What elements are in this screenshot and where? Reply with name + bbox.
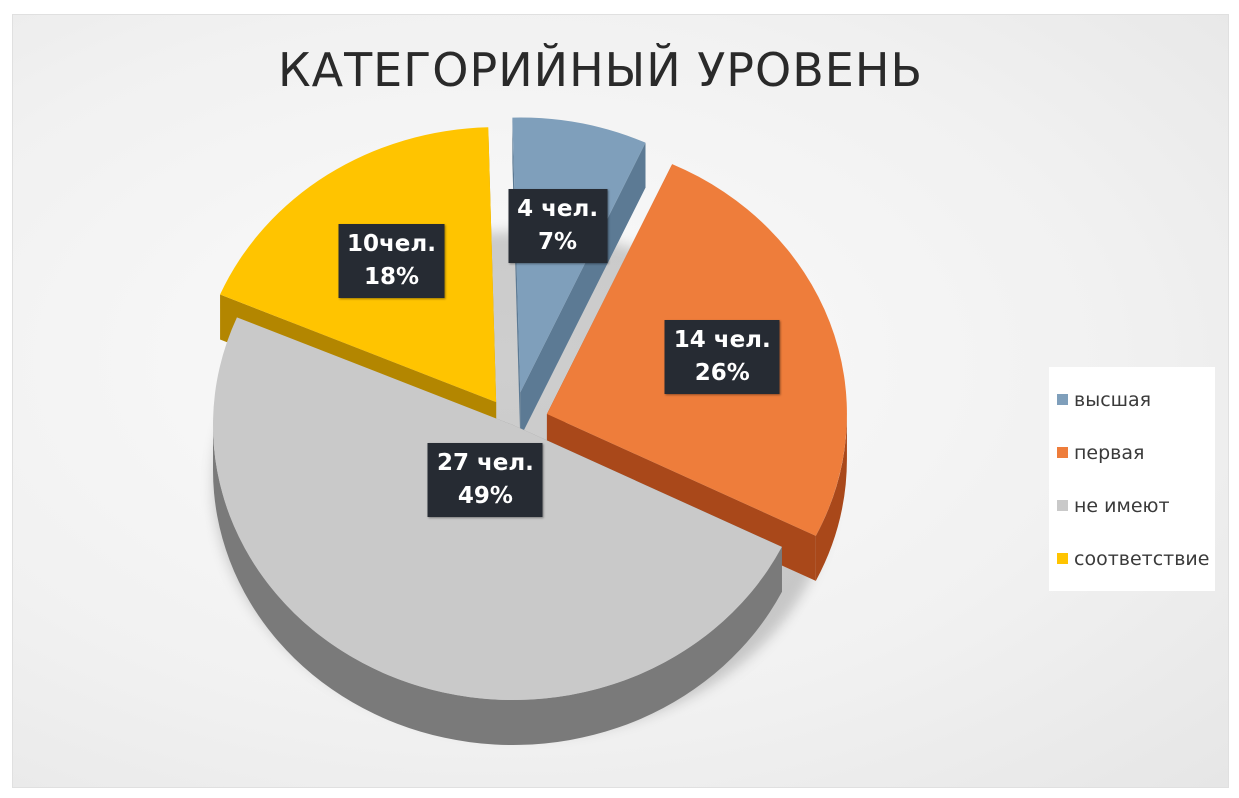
data-label-count: 27 чел. — [436, 449, 534, 476]
data-label-count: 4 чел. — [517, 195, 599, 222]
legend-swatch — [1057, 447, 1068, 458]
chart-area: КАТЕГОРИЙНЫЙ УРОВЕНЬ 4 чел. 7% 14 чел. 26% 2… — [12, 14, 1229, 788]
legend-swatch — [1057, 500, 1068, 511]
data-label-count: 14 чел. — [673, 327, 771, 354]
legend-swatch — [1057, 553, 1068, 564]
pie-slice-wall — [520, 142, 646, 438]
pie-chart — [213, 117, 847, 746]
data-label: 27 чел. 49% — [427, 442, 543, 517]
legend: высшая первая не имеют соответствие — [1049, 367, 1216, 591]
legend-item-ne-imeyut: не имеют — [1057, 479, 1209, 532]
legend-label: первая — [1074, 441, 1145, 464]
legend-swatch — [1057, 394, 1068, 405]
pie-slice-side — [815, 413, 847, 581]
legend-label: не имеют — [1074, 494, 1170, 517]
data-label: 4 чел. 7% — [508, 188, 608, 263]
data-label-percent: 7% — [538, 228, 578, 255]
legend-item-pervaya: первая — [1057, 426, 1209, 479]
data-label-percent: 26% — [694, 360, 750, 387]
data-label-percent: 49% — [457, 482, 513, 509]
chart-title: КАТЕГОРИЙНЫЙ УРОВЕНЬ — [277, 43, 924, 97]
legend-item-vysshaya: высшая — [1057, 373, 1209, 426]
legend-label: соответствие — [1074, 547, 1210, 570]
legend-item-sootvetstvie: соответствие — [1057, 532, 1209, 585]
data-label: 10чел. 18% — [338, 224, 445, 299]
data-label-count: 10чел. — [347, 231, 436, 258]
data-label: 14 чел. 26% — [664, 320, 780, 395]
legend-label: высшая — [1074, 388, 1152, 411]
data-label-percent: 18% — [363, 264, 420, 291]
pie-slice-side — [213, 425, 782, 746]
